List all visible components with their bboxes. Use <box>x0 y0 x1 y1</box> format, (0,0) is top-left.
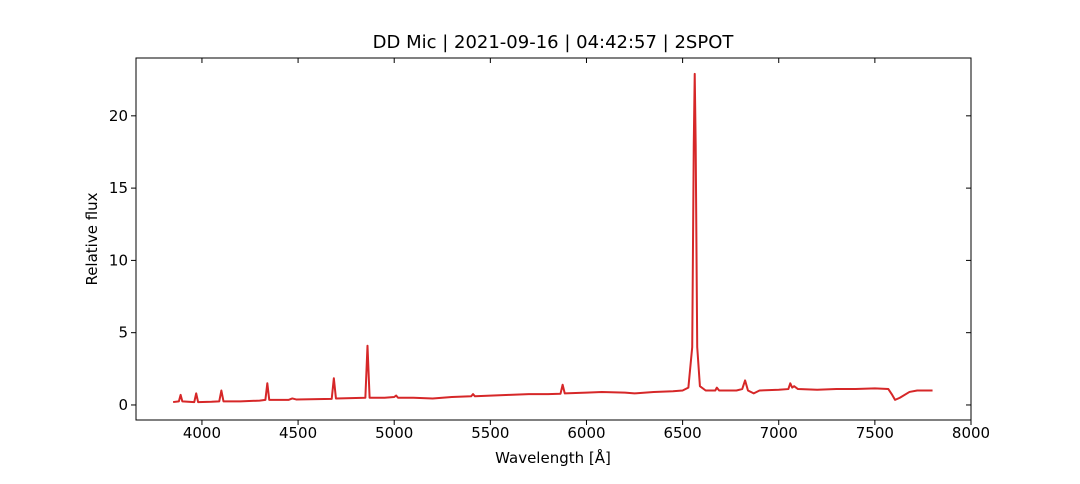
x-axis-label: Wavelength [Å] <box>495 448 611 467</box>
spectrum-line <box>172 72 933 404</box>
y-tick-label: 10 <box>109 251 128 269</box>
x-tick-label: 5000 <box>375 424 413 442</box>
x-tick-label: 7000 <box>760 424 798 442</box>
x-tick-label: 6500 <box>664 424 702 442</box>
y-tick-label: 20 <box>109 107 128 125</box>
x-tick-label: 6000 <box>567 424 605 442</box>
plot-frame <box>135 57 972 421</box>
y-tick-label: 5 <box>118 324 128 342</box>
x-tick-label: 8000 <box>952 424 990 442</box>
y-tick-label: 0 <box>118 396 128 414</box>
x-tick-label: 7500 <box>856 424 894 442</box>
x-tick-label: 5500 <box>471 424 509 442</box>
y-tick-label: 15 <box>109 179 128 197</box>
chart-title: DD Mic | 2021-09-16 | 04:42:57 | 2SPOT <box>373 32 735 53</box>
y-axis-label: Relative flux <box>83 192 101 285</box>
x-tick-label: 4500 <box>279 424 317 442</box>
x-tick-label: 4000 <box>183 424 221 442</box>
